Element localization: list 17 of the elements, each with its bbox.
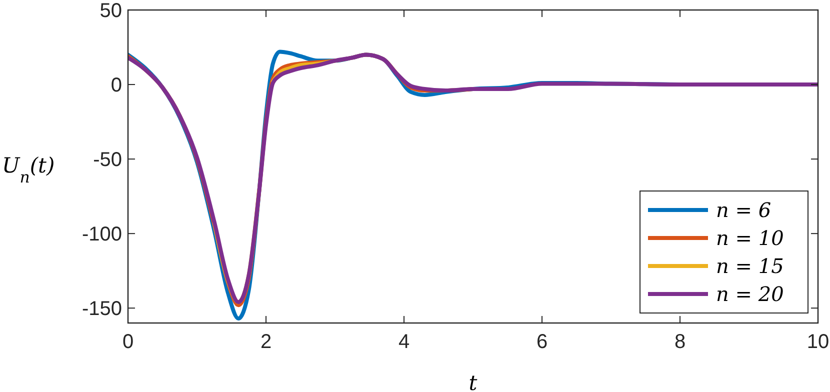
y-tick-label: -100 (82, 224, 122, 246)
y-tick-label: 50 (100, 0, 122, 22)
legend-label: n = 15 (716, 254, 784, 278)
line-series (128, 52, 818, 304)
x-tick-label: 4 (398, 331, 410, 353)
y-tick-label: 0 (110, 74, 122, 97)
x-axis-title: t (468, 371, 478, 392)
y-tick-label: -50 (93, 149, 122, 172)
legend-label: n = 10 (716, 226, 784, 250)
x-tick-label: 6 (536, 331, 548, 353)
x-tick-label: 8 (674, 331, 686, 353)
x-tick-label: 2 (260, 331, 272, 353)
legend-label: n = 20 (716, 282, 784, 306)
x-tick-label: 10 (806, 331, 830, 353)
legend-label: n = 6 (716, 198, 772, 222)
y-axis-title: U$_{n}$(t) (2, 154, 55, 186)
y-tick-label: -150 (82, 298, 122, 320)
